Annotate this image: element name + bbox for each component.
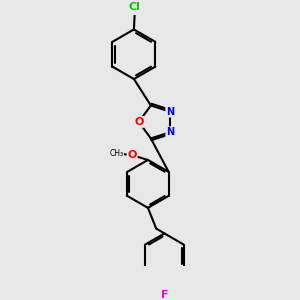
Text: N: N [166, 127, 174, 137]
Text: F: F [161, 290, 168, 299]
Text: N: N [166, 107, 174, 117]
Text: O: O [128, 150, 137, 160]
Text: Cl: Cl [129, 2, 141, 12]
Text: O: O [134, 117, 143, 127]
Text: CH₃: CH₃ [110, 149, 124, 158]
